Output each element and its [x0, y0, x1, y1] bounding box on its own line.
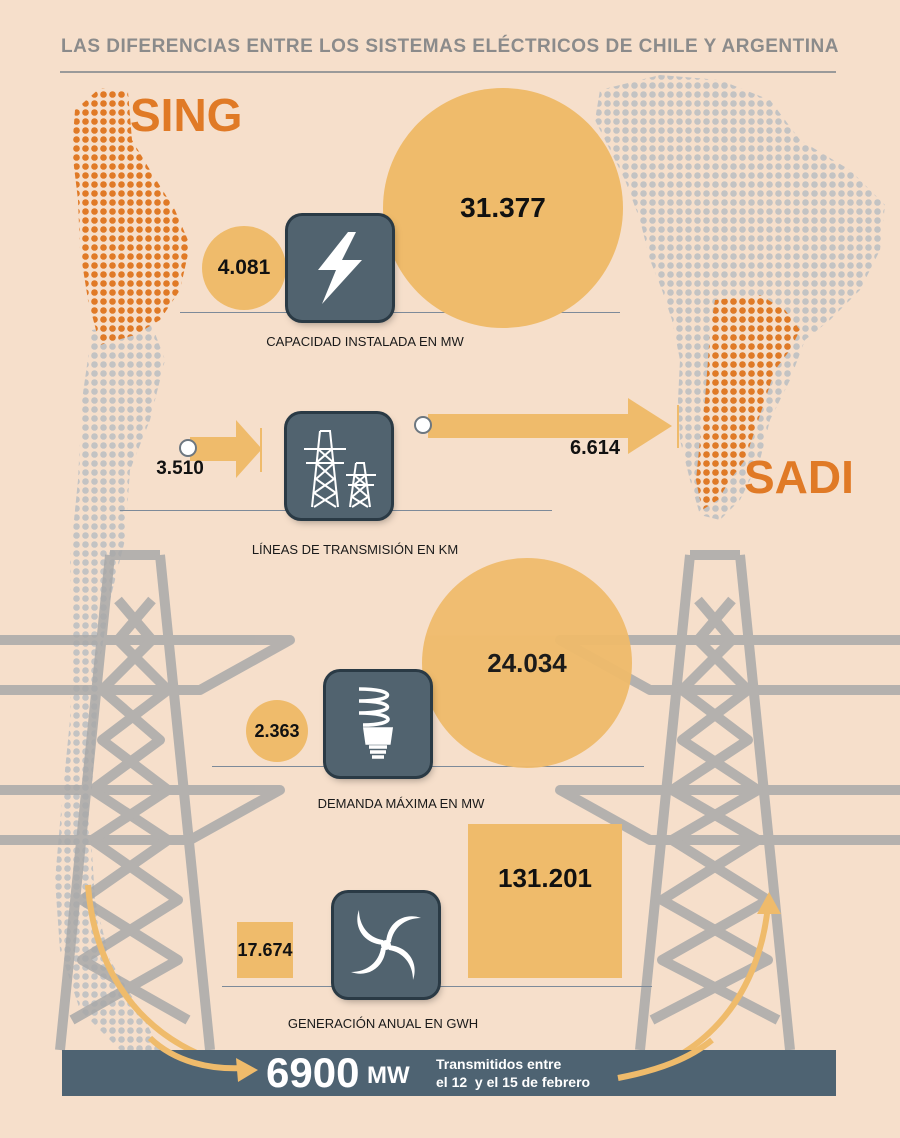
page-title: LAS DIFERENCIAS ENTRE LOS SISTEMAS ELÉCT… — [61, 36, 839, 57]
banner-text-line2: el 12 y el 15 de febrero — [436, 1074, 591, 1090]
banner-text-line1: Transmitidos entre — [436, 1056, 562, 1072]
capacity-baseline — [180, 312, 620, 313]
generation-caption: GENERACIÓN ANUAL EN GWH — [287, 1016, 479, 1031]
capacity-sadi-bubble: 31.377 — [383, 88, 623, 328]
banner-value: 6900 — [266, 1049, 360, 1096]
sadi-lines-knob — [414, 416, 432, 434]
generation-sing-value: 17.674 — [237, 940, 293, 960]
left-pylon — [0, 550, 295, 1051]
capacity-sing-bubble: 4.081 — [202, 226, 286, 310]
lines-caption: LÍNEAS DE TRANSMISIÓN EN KM — [251, 542, 459, 557]
demand-sadi-value: 24.034 — [487, 647, 567, 678]
lines-sadi-value: 6.614 — [569, 437, 621, 459]
sadi-label: SADI — [744, 451, 854, 503]
demand-sing-value: 2.363 — [254, 720, 300, 741]
chile-map-sing — [72, 88, 190, 345]
sing-lines-arrow — [190, 420, 262, 478]
sing-lines-knob — [179, 439, 197, 457]
generation-icon-tile — [334, 893, 438, 997]
sing-label: SING — [130, 89, 243, 141]
lines-sing-value: 3.510 — [156, 458, 204, 479]
generation-sadi-square: 131.201 — [468, 824, 622, 978]
lightning-bolt-icon — [318, 232, 362, 304]
demand-caption: DEMANDA MÁXIMA EN MW — [317, 796, 485, 811]
demand-sing-bubble: 2.363 — [246, 700, 308, 762]
sadi-lines-arrow — [428, 398, 679, 454]
generation-sadi-value: 131.201 — [498, 862, 592, 893]
title-divider — [60, 71, 836, 73]
transmission-tower-icon — [304, 430, 376, 508]
capacity-icon-tile — [288, 216, 392, 320]
demand-icon-tile — [326, 672, 430, 776]
generation-sing-square — [237, 922, 293, 978]
capacity-sadi-value: 31.377 — [460, 192, 546, 223]
capacity-caption: CAPACIDAD INSTALADA EN MW — [266, 334, 464, 349]
swirl-icon — [351, 910, 421, 980]
demand-sadi-bubble: 24.034 — [422, 558, 632, 768]
capacity-sing-value: 4.081 — [217, 256, 271, 279]
argentina-map-sadi — [696, 295, 800, 510]
lines-icon-tile — [287, 414, 391, 518]
banner-unit: MW — [367, 1062, 410, 1089]
lightbulb-icon — [358, 687, 394, 759]
